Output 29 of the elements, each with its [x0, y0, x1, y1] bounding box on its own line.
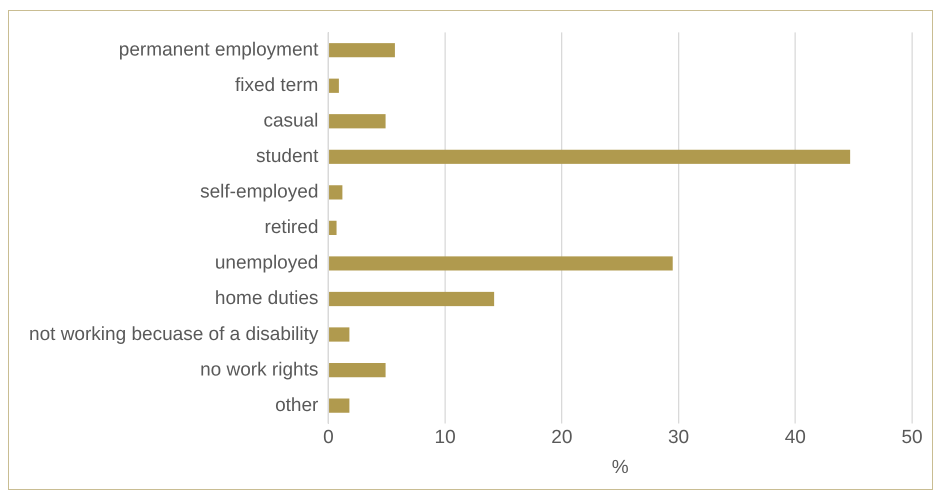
- x-tick-label: 0: [323, 427, 334, 448]
- bar: [329, 362, 386, 378]
- bar: [329, 220, 337, 236]
- y-tick-label: self-employed: [200, 182, 318, 203]
- bar: [329, 256, 673, 271]
- bar: [329, 398, 350, 413]
- y-tick-label: home duties: [214, 288, 318, 310]
- y-tick-label: permanent employment: [118, 39, 320, 60]
- y-tick-label: not working becuase of a disability: [29, 324, 319, 345]
- x-tick-label: 40: [784, 427, 806, 448]
- bar: [329, 185, 342, 200]
- y-tick-label: other: [275, 394, 320, 416]
- y-tick-label: unemployed: [214, 252, 318, 274]
- bar: [329, 292, 494, 306]
- bar: [329, 150, 850, 164]
- x-tick-label: 20: [551, 427, 572, 448]
- y-tick-label: student: [256, 146, 320, 168]
- x-tick-label: 10: [434, 427, 456, 448]
- bar: [329, 78, 339, 93]
- bar: [329, 43, 395, 58]
- x-axis-title: %: [612, 456, 629, 478]
- x-tick-label: 50: [901, 427, 923, 448]
- y-tick-label: retired: [264, 217, 318, 238]
- x-tick-label: 30: [668, 427, 690, 448]
- y-tick-label: no work rights: [200, 359, 318, 380]
- y-tick-label: fixed term: [234, 74, 318, 96]
- bar: [329, 327, 350, 342]
- y-tick-label: casual: [263, 110, 318, 132]
- bar: [329, 114, 386, 128]
